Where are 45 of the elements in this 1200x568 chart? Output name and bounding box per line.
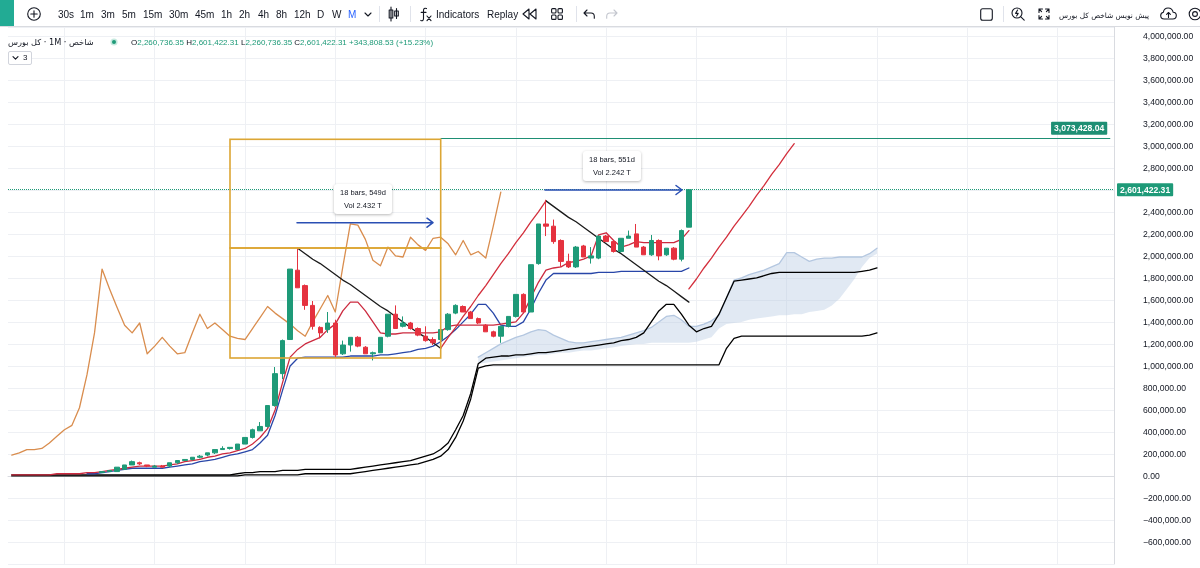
y-tick-label: 2,000,000.00 [1143, 250, 1194, 261]
y-tick-label: 1,800,000.00 [1143, 272, 1194, 283]
y-tick-label: 800,000.00 [1143, 382, 1187, 393]
y-tick-label: 3,400,000.00 [1143, 96, 1194, 107]
y-tick-label: 1,000,000.00 [1143, 360, 1194, 371]
text: 5m [122, 9, 136, 20]
text: 2h [239, 9, 251, 20]
y-tick-label: 3,600,000.00 [1143, 74, 1194, 85]
y-tick-label: 2,200,000.00 [1143, 228, 1194, 239]
text: 1h [221, 9, 233, 20]
text: 30m [169, 9, 189, 20]
y-tick-label: 2,400,000.00 [1143, 206, 1194, 217]
y-tick-label: −200,000.00 [1143, 492, 1192, 503]
text: O2,260,736.35 H2,601,422.31 L2,260,736.35 C2,601,422.31 +343,808.53 (+15.23%) [131, 38, 434, 47]
y-tick-label: 3,000,000.00 [1143, 140, 1194, 151]
ref-line-label: 2,601,422.31 [1120, 184, 1171, 195]
y-tick-label: 600,000.00 [1143, 404, 1187, 415]
text: 30s [58, 9, 75, 20]
text: W [332, 9, 342, 20]
text: 3m [101, 9, 115, 20]
text: 45m [195, 9, 215, 20]
y-tick-label: 0.00 [1143, 470, 1160, 481]
y-tick-label: 400,000.00 [1143, 426, 1187, 437]
text: 1m [80, 9, 94, 20]
y-tick-label: 2,800,000.00 [1143, 162, 1194, 173]
text: 4h [258, 9, 270, 20]
annotation: 3 [8, 51, 33, 65]
text: 12h [294, 9, 311, 20]
text: 15m [143, 9, 163, 20]
y-tick-label: 1,400,000.00 [1143, 316, 1194, 327]
text: Indicators [436, 9, 480, 20]
y-tick-label: 3,200,000.00 [1143, 118, 1194, 129]
y-tick-label: 4,000,000.00 [1143, 30, 1194, 41]
y-tick-label: −400,000.00 [1143, 514, 1192, 525]
text: شاخص · 1M · کل بورس [8, 37, 94, 48]
ref-line-label: 3,073,428.04 [1054, 123, 1105, 134]
text: M [348, 9, 357, 20]
y-tick-label: −600,000.00 [1143, 536, 1192, 547]
y-tick-label: 1,600,000.00 [1143, 294, 1194, 305]
y-tick-label: 200,000.00 [1143, 448, 1187, 459]
y-tick-label: 1,200,000.00 [1143, 338, 1194, 349]
y-tick-label: 3,800,000.00 [1143, 52, 1194, 63]
text: D [317, 9, 325, 20]
text: 8h [276, 9, 288, 20]
text: Replay [487, 9, 519, 20]
